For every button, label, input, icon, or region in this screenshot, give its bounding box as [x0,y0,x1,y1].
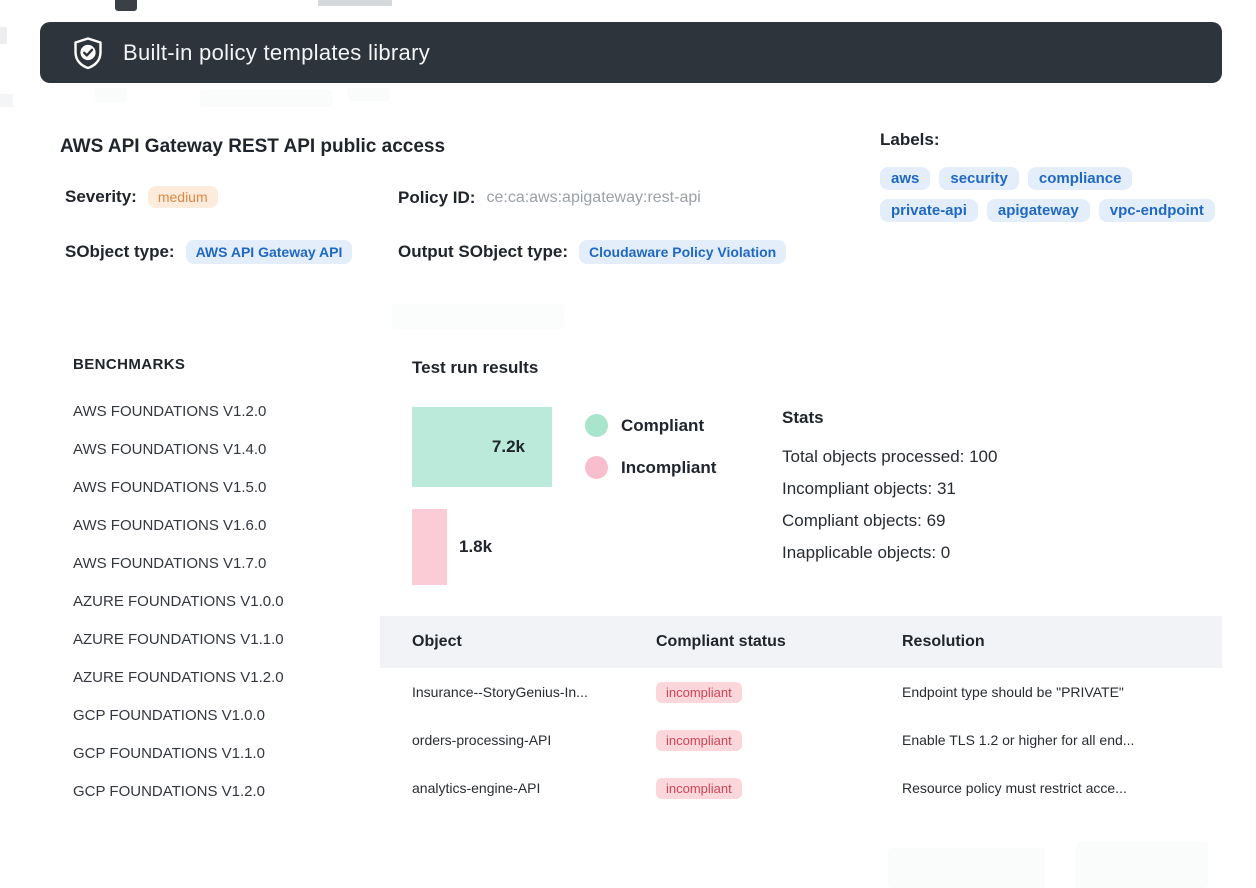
policy-title: AWS API Gateway REST API public access [60,136,446,157]
sobject-type-row: SObject type: AWS API Gateway API [65,240,353,264]
table-header-row: Object Compliant status Resolution [380,616,1222,668]
background-artifact [200,90,332,107]
benchmark-item[interactable]: AWS FOUNDATIONS V1.6.0 [73,517,267,534]
app-header: Built-in policy templates library [40,22,1222,83]
output-sobject-type-label: Output SObject type: [398,242,568,261]
status-badge: incompliant [656,777,742,799]
benchmark-item[interactable]: AWS FOUNDATIONS V1.4.0 [73,441,267,458]
label-badge[interactable]: aws [880,167,931,190]
output-sobject-type-badge[interactable]: Cloudaware Policy Violation [579,240,787,264]
compliant-bar-value: 7.2k [491,437,525,456]
labels-list: aws security compliance private-api apig… [880,167,1220,222]
label-badge[interactable]: apigateway [986,199,1090,222]
table-row[interactable]: analytics-engine-API incompliant Resourc… [380,764,1222,812]
table-row[interactable]: Insurance--StoryGenius-In... incompliant… [380,668,1222,716]
benchmark-item[interactable]: GCP FOUNDATIONS V1.2.0 [73,783,265,800]
benchmark-item[interactable]: AWS FOUNDATIONS V1.2.0 [73,403,267,420]
background-artifact [392,304,564,329]
stats-line: Inapplicable objects: 0 [782,543,951,562]
policy-id-row: Policy ID: ce:ca:aws:apigateway:rest-api [398,188,701,208]
object-cell: analytics-engine-API [412,780,541,796]
benchmarks-panel: BENCHMARKS AWS FOUNDATIONS V1.2.0 AWS FO… [73,356,373,821]
background-artifact [0,27,7,44]
legend-item-incompliant: Incompliant [585,456,716,479]
stats-line: Compliant objects: 69 [782,511,946,530]
stats-line: Total objects processed: 100 [782,447,998,466]
chart-legend: Compliant Incompliant [585,414,716,498]
status-badge: incompliant [656,729,742,751]
status-badge: incompliant [656,681,742,703]
test-run-bar-chart: 7.2k 1.8k [412,407,552,585]
benchmark-item[interactable]: AWS FOUNDATIONS V1.7.0 [73,555,267,572]
benchmark-item[interactable]: AWS FOUNDATIONS V1.5.0 [73,479,267,496]
benchmark-item[interactable]: AZURE FOUNDATIONS V1.2.0 [73,669,284,686]
background-artifact [348,88,390,101]
label-badge[interactable]: private-api [880,199,978,222]
background-artifact [888,848,1044,888]
benchmark-item[interactable]: AZURE FOUNDATIONS V1.0.0 [73,593,284,610]
severity-badge: medium [147,186,218,208]
legend-label: Compliant [621,415,705,435]
test-run-heading: Test run results [412,358,539,377]
output-sobject-type-row: Output SObject type: Cloudaware Policy V… [398,240,787,264]
label-badge[interactable]: compliance [1027,167,1133,190]
background-artifact [0,94,13,107]
benchmarks-gcp-group: GCP FOUNDATIONS V1.0.0 GCP FOUNDATIONS V… [73,707,373,800]
policy-id-value: ce:ca:aws:apigateway:rest-api [486,189,701,206]
column-header-resolution: Resolution [902,633,985,650]
labels-block: Labels: aws security compliance private-… [880,130,1220,222]
compliant-dot-icon [585,414,608,437]
stats-heading: Stats [782,408,824,427]
background-artifact [95,88,127,102]
stats-line: Incompliant objects: 31 [782,479,956,498]
sobject-type-badge[interactable]: AWS API Gateway API [185,240,353,264]
benchmark-item[interactable]: GCP FOUNDATIONS V1.1.0 [73,745,265,762]
label-badge[interactable]: security [939,167,1019,190]
column-header-object: Object [412,633,462,650]
stats-panel: Stats Total objects processed: 100 Incom… [782,408,997,569]
sobject-type-label: SObject type: [65,242,175,261]
benchmarks-aws-group: AWS FOUNDATIONS V1.2.0 AWS FOUNDATIONS V… [73,403,373,572]
benchmark-item[interactable]: GCP FOUNDATIONS V1.0.0 [73,707,265,724]
object-cell: orders-processing-API [412,732,552,748]
status-cell: incompliant [656,681,902,703]
object-cell: Insurance--StoryGenius-In... [412,684,588,700]
legend-label: Incompliant [621,457,717,477]
severity-row: Severity: medium [65,186,218,208]
results-table: Object Compliant status Resolution Insur… [380,616,1222,812]
page-title: Built-in policy templates library [123,39,431,65]
background-artifact [115,0,137,11]
policy-id-label: Policy ID: [398,188,476,207]
severity-label: Severity: [65,187,137,206]
resolution-cell: Enable TLS 1.2 or higher for all end... [902,732,1135,748]
incompliant-bar [412,509,447,585]
incompliant-bar-row: 1.8k [412,509,552,585]
resolution-cell: Resource policy must restrict acce... [902,780,1127,796]
shield-check-icon [74,36,102,69]
incompliant-dot-icon [585,456,608,479]
benchmarks-azure-group: AZURE FOUNDATIONS V1.0.0 AZURE FOUNDATIO… [73,593,373,686]
background-artifact [318,0,392,6]
benchmarks-heading: BENCHMARKS [73,356,186,373]
stats-lines: Total objects processed: 100 Incompliant… [782,441,997,569]
status-cell: incompliant [656,729,902,751]
background-artifact [1076,842,1208,888]
labels-heading: Labels: [880,130,940,149]
resolution-cell: Endpoint type should be "PRIVATE" [902,684,1124,700]
incompliant-bar-value: 1.8k [459,537,493,556]
legend-item-compliant: Compliant [585,414,716,437]
table-body: Insurance--StoryGenius-In... incompliant… [380,668,1222,812]
label-badge[interactable]: vpc-endpoint [1098,199,1215,222]
column-header-compliant-status: Compliant status [656,633,786,650]
compliant-bar: 7.2k [412,407,552,487]
table-row[interactable]: orders-processing-API incompliant Enable… [380,716,1222,764]
benchmark-item[interactable]: AZURE FOUNDATIONS V1.1.0 [73,631,284,648]
status-cell: incompliant [656,777,902,799]
